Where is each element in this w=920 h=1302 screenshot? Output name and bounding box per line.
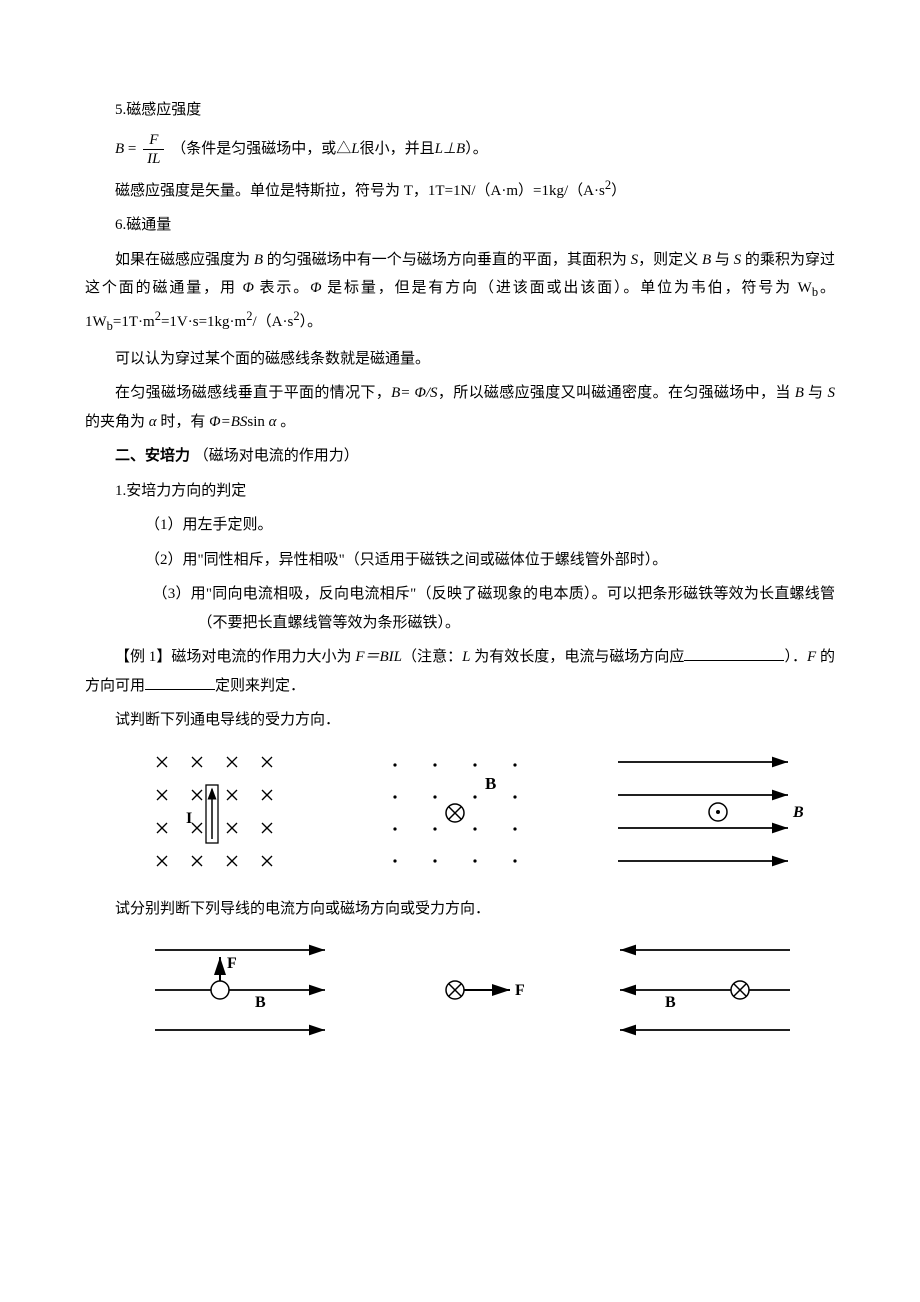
diagram-row-2: F B F (85, 935, 835, 1045)
diagram-d: F B (145, 935, 345, 1045)
diagram-row-1: I B (85, 747, 835, 877)
label-B-f: B (665, 994, 676, 1011)
fraction: F IL (143, 131, 164, 168)
formula-B-FIL: B = F IL （条件是匀强磁场中，或△ L 很小，并且 L⊥B ）。 (85, 131, 835, 168)
section6-para1: 如果在磁感应强度为 B 的匀强磁场中有一个与磁场方向垂直的平面，其面积为 S，则… (85, 246, 835, 339)
diagram-f: B (605, 935, 805, 1045)
section5-para2: 磁感应强度是矢量。单位是特斯拉，符号为 T，1T=1N/（A·m）=1kg/（A… (85, 174, 835, 206)
section6-heading: 6.磁通量 (85, 211, 835, 240)
anpei-sub2: （2）用"同性相斥，异性相吸"（只适用于磁铁之间或磁体位于螺线管外部时）。 (85, 546, 835, 575)
diagram-x-field: I (142, 747, 312, 877)
anpei-item1: 1.安培力方向的判定 (85, 477, 835, 506)
label-I: I (186, 810, 192, 827)
blank-2 (145, 674, 215, 690)
label-B-italic: B (792, 804, 804, 821)
section6-para3: 在匀强磁场磁感线垂直于平面的情况下，B= Φ/S，所以磁感应强度又叫磁通密度。在… (85, 379, 835, 436)
example1: 【例 1】磁场对电流的作用力大小为 F＝BIL（注意：L 为有效长度，电流与磁场… (85, 643, 835, 700)
diagram-dot-field: B (365, 747, 555, 877)
section5-heading: 5.磁感应强度 (85, 96, 835, 125)
diagram-e: F (405, 935, 545, 1045)
label-F-e: F (515, 982, 525, 999)
prompt1: 试判断下列通电导线的受力方向． (85, 706, 835, 735)
label-B-d: B (255, 994, 266, 1011)
anpei-sub1: （1）用左手定则。 (85, 511, 835, 540)
label-B-dot: B (485, 774, 496, 793)
prompt2: 试分别判断下列导线的电流方向或磁场方向或受力方向． (85, 895, 835, 924)
label-F-d: F (227, 955, 237, 972)
anpei-sub3: （3）用"同向电流相吸，反向电流相斥"（反映了磁现象的电本质）。可以把条形磁铁等… (85, 580, 835, 637)
anpei-heading: 二、安培力 （磁场对电流的作用力） (85, 442, 835, 471)
formula-lhs: B (115, 135, 124, 164)
section6-para2: 可以认为穿过某个面的磁感线条数就是磁通量。 (85, 345, 835, 374)
blank-1 (684, 645, 784, 661)
diagram-arrows-out: B (608, 747, 808, 877)
